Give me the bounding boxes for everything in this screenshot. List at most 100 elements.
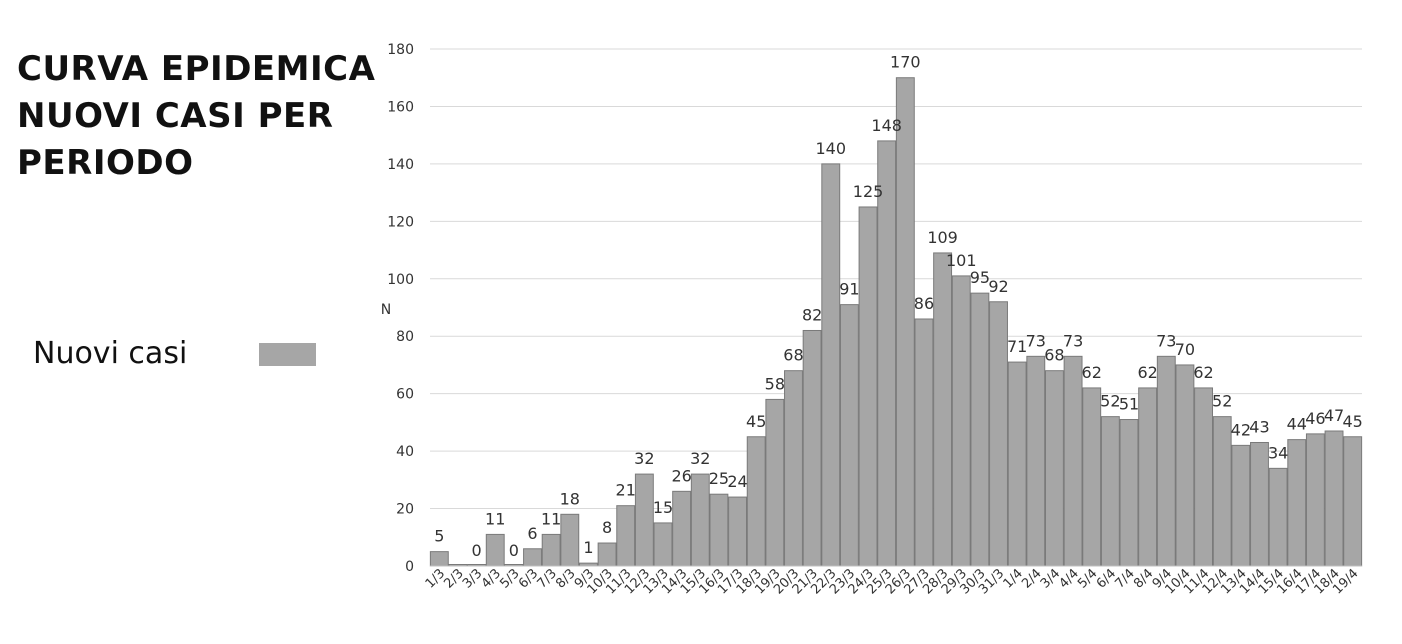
bar bbox=[858, 206, 878, 567]
title-line-3: PERIODO bbox=[17, 143, 194, 183]
value-label: 15 bbox=[653, 498, 673, 517]
value-label: 0 bbox=[472, 541, 482, 560]
value-label: 42 bbox=[1231, 420, 1251, 439]
value-label: 92 bbox=[988, 277, 1008, 296]
bar bbox=[1343, 436, 1363, 567]
value-label: 62 bbox=[1193, 363, 1213, 382]
bar bbox=[1138, 387, 1158, 567]
bar bbox=[970, 292, 990, 567]
value-label: 109 bbox=[927, 228, 958, 247]
value-label: 170 bbox=[890, 53, 921, 72]
value-label: 52 bbox=[1212, 392, 1232, 411]
y-tick-label: 20 bbox=[396, 502, 414, 518]
bar bbox=[1044, 370, 1064, 567]
value-label: 18 bbox=[560, 489, 580, 508]
bar bbox=[877, 140, 897, 567]
bar bbox=[653, 522, 673, 567]
bar bbox=[728, 496, 748, 567]
value-label: 68 bbox=[1044, 346, 1064, 365]
bar bbox=[1212, 416, 1232, 567]
bar bbox=[746, 436, 766, 567]
value-label: 148 bbox=[871, 116, 902, 135]
value-label: 8 bbox=[602, 518, 612, 537]
value-label: 6 bbox=[527, 524, 537, 543]
bar bbox=[1231, 444, 1251, 567]
value-label: 24 bbox=[727, 472, 747, 491]
bar bbox=[933, 252, 953, 567]
y-tick-label: 40 bbox=[396, 444, 414, 460]
value-label: 73 bbox=[1026, 331, 1046, 350]
x-axis: 1/32/33/34/35/36/37/38/39/310/311/312/31… bbox=[423, 565, 1362, 597]
value-label: 45 bbox=[1343, 412, 1363, 431]
value-label: 21 bbox=[616, 481, 636, 500]
value-label: 47 bbox=[1324, 406, 1344, 425]
legend-label: Nuovi casi bbox=[33, 336, 188, 371]
y-tick-label: 80 bbox=[396, 329, 414, 345]
bar bbox=[1007, 361, 1027, 567]
value-label: 70 bbox=[1175, 340, 1195, 359]
value-label: 73 bbox=[1063, 331, 1083, 350]
y-tick-label: 140 bbox=[387, 157, 414, 173]
value-label: 25 bbox=[709, 469, 729, 488]
bar bbox=[1175, 364, 1195, 567]
bar bbox=[1100, 416, 1120, 567]
value-label: 125 bbox=[853, 182, 884, 201]
value-label: 44 bbox=[1287, 415, 1307, 434]
y-axis-label: N bbox=[381, 302, 391, 318]
bar bbox=[1287, 439, 1307, 567]
bar bbox=[1082, 387, 1102, 567]
value-label: 26 bbox=[671, 466, 691, 485]
value-label: 52 bbox=[1100, 392, 1120, 411]
bar bbox=[1250, 441, 1269, 567]
bar bbox=[914, 318, 934, 567]
bar bbox=[765, 398, 785, 567]
value-label: 82 bbox=[802, 305, 822, 324]
bar bbox=[1305, 433, 1325, 567]
value-label: 68 bbox=[783, 346, 803, 365]
value-label: 11 bbox=[541, 509, 561, 528]
bar bbox=[672, 490, 692, 567]
value-label: 101 bbox=[946, 251, 977, 270]
value-label: 62 bbox=[1137, 363, 1157, 382]
bar bbox=[541, 533, 561, 567]
bar bbox=[690, 473, 710, 567]
value-label: 140 bbox=[815, 139, 846, 158]
value-label: 32 bbox=[634, 449, 654, 468]
value-label: 45 bbox=[746, 412, 766, 431]
value-label: 73 bbox=[1156, 331, 1176, 350]
bar bbox=[485, 533, 505, 567]
value-label: 46 bbox=[1305, 409, 1325, 428]
bar bbox=[1268, 467, 1288, 567]
bar bbox=[1119, 419, 1139, 567]
bar bbox=[634, 473, 654, 567]
value-label: 51 bbox=[1119, 395, 1139, 414]
value-label: 91 bbox=[839, 280, 859, 299]
bar bbox=[1156, 355, 1176, 567]
y-tick-label: 0 bbox=[405, 559, 414, 575]
bar bbox=[523, 548, 542, 567]
value-labels: 5011061118182132152632252445586882140911… bbox=[434, 53, 1363, 560]
bar bbox=[784, 370, 803, 567]
y-tick-label: 100 bbox=[387, 272, 414, 288]
y-tick-label: 120 bbox=[387, 214, 414, 230]
chart-title: CURVA EPIDEMICA NUOVI CASI PER PERIODO bbox=[17, 46, 377, 187]
bar bbox=[1324, 430, 1344, 567]
legend-swatch bbox=[259, 343, 316, 366]
bar bbox=[709, 493, 729, 567]
bar bbox=[989, 301, 1008, 567]
bar bbox=[1026, 355, 1046, 567]
title-line-1: CURVA EPIDEMICA bbox=[17, 49, 376, 89]
y-tick-label: 60 bbox=[396, 387, 414, 403]
bar bbox=[802, 329, 822, 567]
value-label: 0 bbox=[509, 541, 519, 560]
bar bbox=[951, 275, 971, 567]
value-label: 43 bbox=[1249, 417, 1269, 436]
y-axis: 0 20 40 60 80 100 120 140 160 180 bbox=[387, 42, 414, 575]
value-label: 5 bbox=[434, 527, 444, 546]
value-label: 71 bbox=[1007, 337, 1027, 356]
value-label: 58 bbox=[765, 374, 785, 393]
bar bbox=[597, 542, 617, 567]
value-label: 32 bbox=[690, 449, 710, 468]
bar bbox=[616, 505, 636, 567]
